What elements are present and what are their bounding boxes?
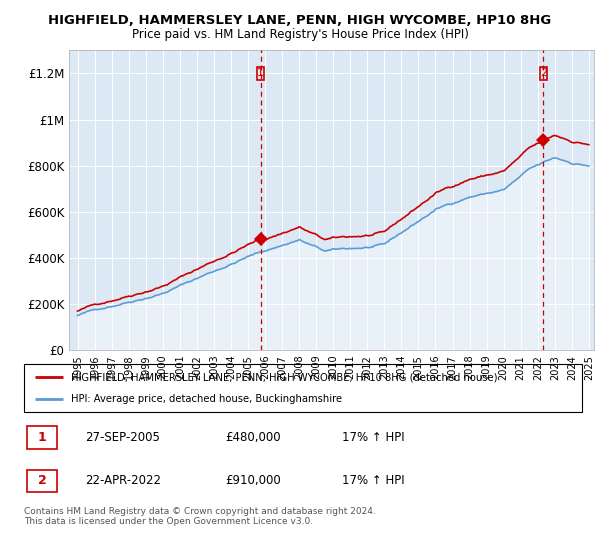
- Text: HIGHFIELD, HAMMERSLEY LANE, PENN, HIGH WYCOMBE, HP10 8HG: HIGHFIELD, HAMMERSLEY LANE, PENN, HIGH W…: [49, 14, 551, 27]
- Text: HIGHFIELD, HAMMERSLEY LANE, PENN, HIGH WYCOMBE, HP10 8HG (detached house): HIGHFIELD, HAMMERSLEY LANE, PENN, HIGH W…: [71, 372, 498, 382]
- Text: 2: 2: [540, 68, 547, 78]
- Text: HPI: Average price, detached house, Buckinghamshire: HPI: Average price, detached house, Buck…: [71, 394, 343, 404]
- Text: 17% ↑ HPI: 17% ↑ HPI: [342, 431, 404, 445]
- Text: Contains HM Land Registry data © Crown copyright and database right 2024.
This d: Contains HM Land Registry data © Crown c…: [24, 507, 376, 526]
- Bar: [27, 469, 58, 492]
- Text: Price paid vs. HM Land Registry's House Price Index (HPI): Price paid vs. HM Land Registry's House …: [131, 28, 469, 41]
- Text: £910,000: £910,000: [225, 474, 281, 487]
- Text: 22-APR-2022: 22-APR-2022: [85, 474, 161, 487]
- Bar: [27, 427, 58, 449]
- Text: 17% ↑ HPI: 17% ↑ HPI: [342, 474, 404, 487]
- Text: £480,000: £480,000: [225, 431, 281, 445]
- Text: 1: 1: [257, 68, 264, 78]
- Text: 1: 1: [38, 431, 47, 445]
- Text: 2: 2: [38, 474, 47, 487]
- Text: 27-SEP-2005: 27-SEP-2005: [85, 431, 160, 445]
